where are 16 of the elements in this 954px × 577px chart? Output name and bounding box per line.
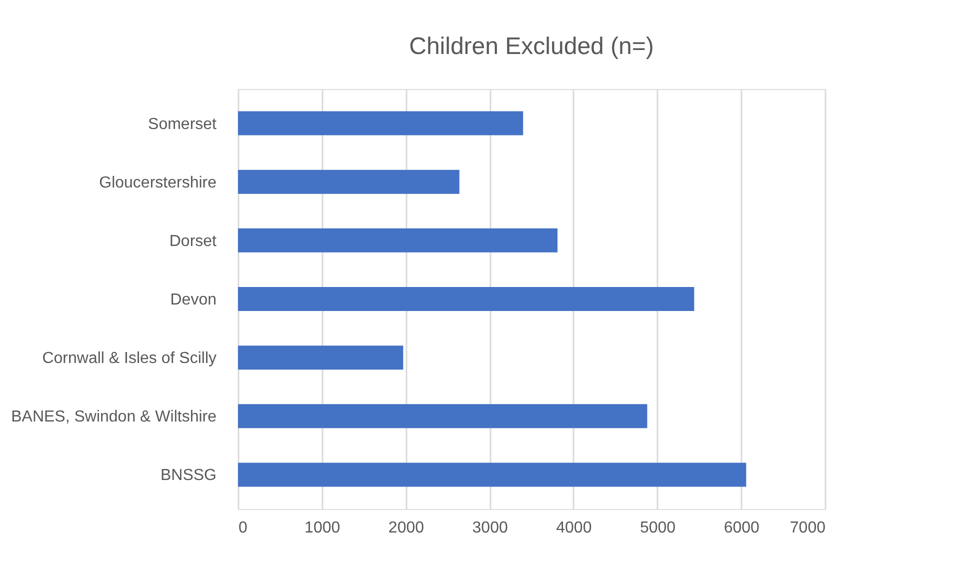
x-tick-label: 1000 — [304, 520, 340, 536]
y-tick-label: Dorset — [169, 232, 218, 250]
chart-title: Children Excluded (n=) — [409, 33, 654, 60]
x-tick-label: 3000 — [472, 520, 508, 536]
x-tick-label: 2000 — [388, 520, 424, 536]
y-tick-label: Devon — [170, 292, 216, 308]
x-tick-label: 0 — [238, 520, 248, 536]
y-tick-label: BNSSG — [160, 467, 216, 484]
x-tick-label: 4000 — [556, 520, 592, 536]
y-tick-label: BANES, Swindon & Wiltshire — [11, 408, 217, 426]
y-tick-label: Cornwall & Isles of Scilly — [42, 350, 216, 368]
x-tick-label: 6000 — [724, 520, 760, 536]
x-tick-label: 5000 — [640, 520, 676, 536]
y-tick-label: Somerset — [148, 116, 218, 133]
x-tick-label: 7000 — [790, 520, 826, 536]
y-tick-label: Gloucerstershire — [99, 174, 217, 192]
